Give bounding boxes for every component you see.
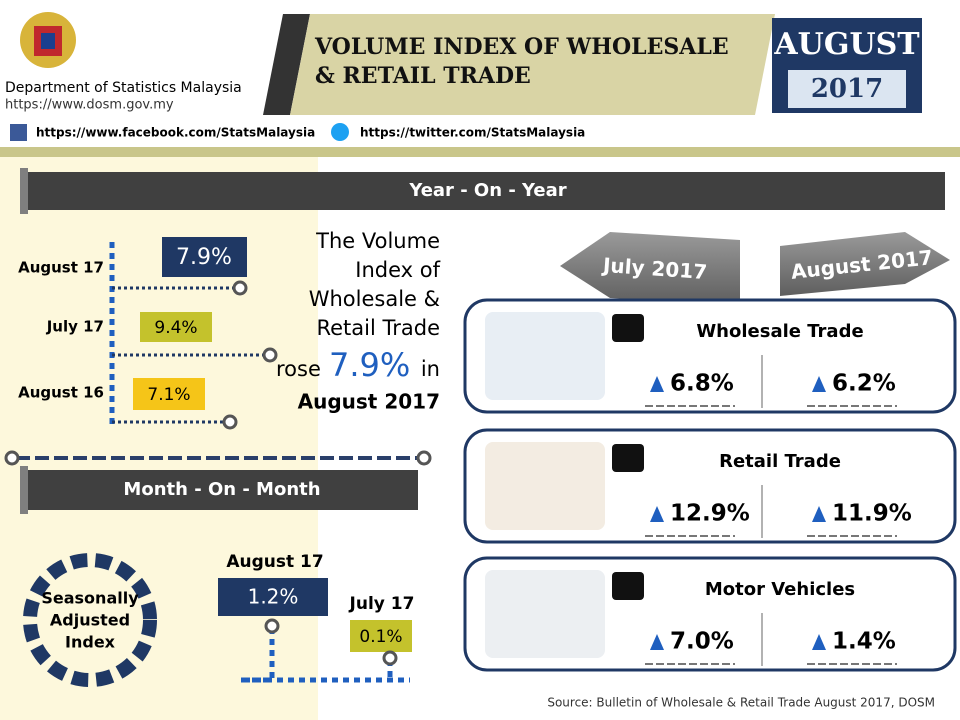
title-banner xyxy=(290,14,775,115)
left-panel xyxy=(0,157,318,720)
yoy-label: August 16 xyxy=(18,384,104,402)
sector-value: 6.2% xyxy=(832,371,896,397)
date-year: 2017 xyxy=(811,74,883,104)
summary-value: 7.9% xyxy=(329,346,410,384)
separator-end xyxy=(4,450,20,466)
up-arrow xyxy=(812,506,826,522)
yoy-label: July 17 xyxy=(46,318,104,336)
up-arrow xyxy=(812,376,826,392)
badge-text: Index xyxy=(65,633,116,652)
bar-tab xyxy=(20,466,28,514)
summary-text: rose xyxy=(276,357,321,381)
sector-value: 1.4% xyxy=(832,629,896,655)
facebook-link: https://www.facebook.com/StatsMalaysia xyxy=(36,126,315,140)
twitter-link: https://twitter.com/StatsMalaysia xyxy=(360,126,585,140)
value-box xyxy=(162,237,247,277)
sector-value: 7.0% xyxy=(670,629,734,655)
separator-end xyxy=(416,450,432,466)
section-bar xyxy=(28,172,945,210)
org-name: Department of Statistics Malaysia xyxy=(5,80,242,96)
date-month: AUGUST xyxy=(773,27,920,62)
value-box xyxy=(140,312,212,342)
connectors xyxy=(112,286,264,424)
sector-icon xyxy=(612,314,644,342)
summary-text: Index of xyxy=(355,258,440,282)
twitter-icon xyxy=(331,123,349,141)
mom-value: 0.1% xyxy=(359,627,402,647)
bar-tab xyxy=(20,168,28,214)
logo xyxy=(20,12,76,68)
sector-name: Retail Trade xyxy=(719,451,841,472)
sector-illustration xyxy=(485,312,605,400)
arrow-august xyxy=(780,232,950,296)
source: Source: Bulletin of Wholesale & Retail T… xyxy=(547,696,935,710)
mom-label: July 17 xyxy=(349,594,415,614)
sector-name: Motor Vehicles xyxy=(705,579,855,600)
sector-cards: Wholesale Trade 6.8% 6.2% Retail Trade 12.9%… xyxy=(463,298,957,672)
value-box xyxy=(218,578,328,616)
yoy-value: 7.9% xyxy=(176,245,232,270)
badge-text: Adjusted xyxy=(50,611,130,630)
connector-end xyxy=(382,650,398,666)
banner-stripe xyxy=(263,14,310,115)
section-bar xyxy=(28,470,418,510)
badge-text: Seasonally xyxy=(41,589,139,608)
arrow-july xyxy=(560,232,740,305)
summary-period: August 2017 xyxy=(298,390,440,414)
sector-value: 6.8% xyxy=(670,371,734,397)
header-rule xyxy=(0,147,960,157)
sector-value: 12.9% xyxy=(670,501,750,527)
summary-text: in xyxy=(421,357,440,381)
yoy-value: 9.4% xyxy=(154,318,197,338)
arrow-ring xyxy=(23,553,157,687)
sector-icon xyxy=(612,572,644,600)
connector-ends xyxy=(222,280,278,430)
mom-label: August 17 xyxy=(226,552,323,572)
sector-illustration xyxy=(485,442,605,530)
org-url: https://www.dosm.gov.my xyxy=(5,98,174,113)
summary-text: Wholesale & xyxy=(309,287,440,311)
sector-value: 11.9% xyxy=(832,501,912,527)
section-heading: Year - On - Year xyxy=(408,180,566,201)
up-arrow xyxy=(812,634,826,650)
yoy-label: August 17 xyxy=(18,259,104,277)
up-arrow xyxy=(650,634,664,650)
year-box xyxy=(788,70,906,108)
up-arrow xyxy=(650,506,664,522)
title: & RETAIL TRADE xyxy=(315,63,531,89)
sector-name: Wholesale Trade xyxy=(696,321,863,342)
section-heading: Month - On - Month xyxy=(123,479,320,500)
sector-icon xyxy=(612,444,644,472)
summary-text: Retail Trade xyxy=(316,316,440,340)
title: VOLUME INDEX OF WHOLESALE xyxy=(314,34,729,60)
up-arrow xyxy=(650,376,664,392)
connector-end xyxy=(264,618,280,634)
yoy-value: 7.1% xyxy=(147,385,190,405)
summary-text: The Volume xyxy=(315,229,440,253)
mom-value: 1.2% xyxy=(248,585,299,609)
facebook-icon xyxy=(10,124,27,141)
value-box xyxy=(350,620,412,652)
value-box xyxy=(133,378,205,410)
sector-illustration xyxy=(485,570,605,658)
